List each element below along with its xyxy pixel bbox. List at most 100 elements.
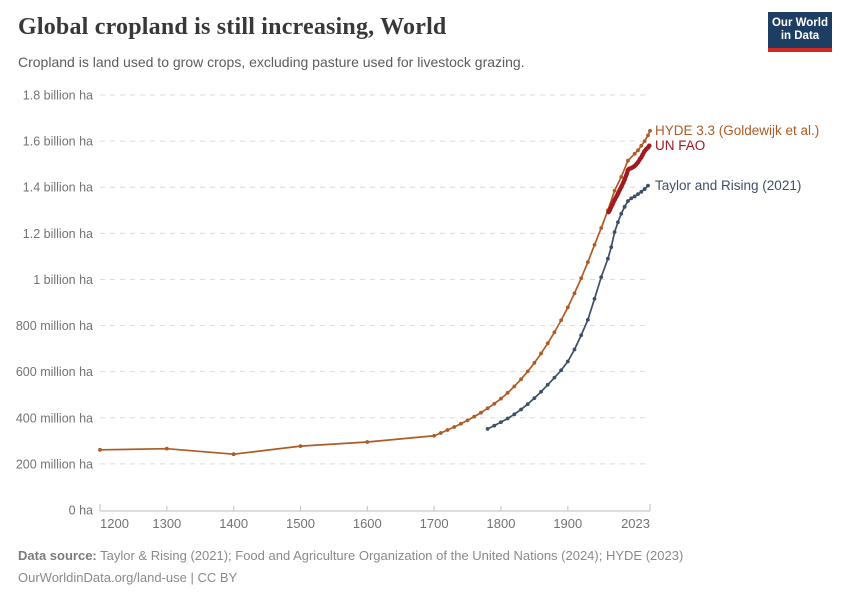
data-point-marker[interactable]: [605, 256, 610, 261]
owid-url-link[interactable]: OurWorldinData.org/land-use: [18, 570, 187, 586]
data-point-marker[interactable]: [519, 407, 523, 412]
data-point-marker[interactable]: [365, 440, 370, 444]
data-point-marker[interactable]: [552, 330, 557, 335]
data-point-marker[interactable]: [579, 333, 584, 338]
data-point-marker[interactable]: [619, 174, 624, 179]
data-point-marker[interactable]: [646, 133, 650, 138]
data-point-marker[interactable]: [622, 204, 627, 209]
data-point-marker[interactable]: [619, 184, 624, 190]
data-point-marker[interactable]: [479, 410, 483, 415]
data-point-marker[interactable]: [565, 359, 570, 364]
data-point-marker[interactable]: [642, 187, 647, 191]
x-axis-tick-label: 1200: [100, 516, 129, 531]
data-point-marker[interactable]: [539, 351, 543, 356]
data-point-marker[interactable]: [505, 390, 510, 395]
data-point-marker[interactable]: [585, 260, 590, 265]
data-point-marker[interactable]: [639, 189, 644, 194]
data-point-marker[interactable]: [505, 416, 510, 421]
data-point-marker[interactable]: [612, 197, 617, 203]
data-point-marker[interactable]: [432, 433, 437, 438]
data-point-marker[interactable]: [485, 406, 490, 411]
data-point-marker[interactable]: [609, 245, 614, 250]
data-point-marker[interactable]: [438, 431, 443, 435]
data-point-marker[interactable]: [164, 446, 169, 451]
data-point-marker[interactable]: [545, 382, 550, 387]
data-point-marker[interactable]: [492, 401, 497, 406]
x-axis-tick-label: 1900: [553, 516, 582, 531]
data-point-marker[interactable]: [635, 160, 641, 165]
data-point-marker[interactable]: [559, 368, 564, 373]
data-point-marker[interactable]: [624, 172, 629, 177]
x-axis-tick-label: 1400: [219, 516, 248, 531]
data-point-marker[interactable]: [647, 143, 652, 148]
data-point-marker[interactable]: [472, 414, 477, 419]
data-point-marker[interactable]: [639, 143, 644, 148]
data-point-marker[interactable]: [585, 317, 590, 322]
data-point-marker[interactable]: [612, 230, 617, 235]
y-axis-tick-label: 800 million ha: [16, 319, 93, 333]
data-point-marker[interactable]: [465, 418, 470, 423]
data-point-marker[interactable]: [636, 148, 640, 153]
y-axis-tick-label: 1.4 billion ha: [23, 181, 93, 195]
data-point-marker[interactable]: [519, 377, 523, 382]
data-point-marker[interactable]: [525, 369, 530, 374]
data-point-marker[interactable]: [626, 199, 630, 203]
data-point-marker[interactable]: [648, 128, 652, 133]
data-point-marker[interactable]: [622, 177, 627, 182]
data-point-marker[interactable]: [640, 152, 645, 157]
data-point-marker[interactable]: [629, 196, 634, 201]
series-label-taylor-rising[interactable]: Taylor and Rising (2021): [655, 177, 802, 193]
data-point-marker[interactable]: [579, 276, 584, 281]
data-point-marker[interactable]: [616, 220, 620, 225]
data-point-marker[interactable]: [445, 428, 450, 432]
data-point-marker[interactable]: [592, 242, 597, 247]
data-point-marker[interactable]: [626, 158, 630, 163]
data-point-marker[interactable]: [298, 444, 303, 449]
data-point-marker[interactable]: [572, 291, 577, 296]
x-axis-tick-label: 1500: [286, 516, 315, 531]
data-point-marker[interactable]: [98, 447, 102, 452]
data-point-marker[interactable]: [619, 211, 624, 216]
data-point-marker[interactable]: [565, 305, 570, 310]
data-point-marker[interactable]: [612, 188, 617, 193]
y-axis-tick-label: 1.2 billion ha: [23, 227, 93, 241]
data-point-marker[interactable]: [452, 425, 457, 429]
data-point-marker[interactable]: [532, 361, 537, 365]
data-point-marker[interactable]: [599, 275, 604, 280]
data-point-marker[interactable]: [525, 402, 530, 407]
data-point-marker[interactable]: [231, 452, 236, 457]
license-line: OurWorldinData.org/land-use | CC BY: [18, 567, 683, 589]
data-point-marker[interactable]: [552, 375, 557, 380]
data-point-marker[interactable]: [499, 396, 503, 401]
data-point-marker[interactable]: [512, 384, 517, 389]
chart-subtitle: Cropland is land used to grow crops, exc…: [18, 54, 525, 70]
data-point-marker[interactable]: [545, 341, 550, 346]
data-point-marker[interactable]: [646, 183, 650, 188]
data-point-marker[interactable]: [592, 296, 597, 301]
data-point-marker[interactable]: [610, 202, 615, 207]
data-point-marker[interactable]: [532, 396, 537, 401]
series-line[interactable]: [99, 129, 651, 456]
data-point-marker[interactable]: [632, 194, 637, 199]
data-point-marker[interactable]: [636, 192, 640, 197]
data-point-marker[interactable]: [485, 426, 490, 431]
data-point-marker[interactable]: [499, 420, 503, 425]
data-source-line: Data source: Taylor & Rising (2021); Foo…: [18, 545, 683, 567]
license-label: CC BY: [197, 570, 238, 586]
data-point-marker[interactable]: [615, 191, 621, 196]
owid-logo[interactable]: Our World in Data: [768, 12, 832, 52]
data-point-marker[interactable]: [539, 389, 543, 394]
series-label-hyde[interactable]: HYDE 3.3 (Goldewijk et al.): [655, 122, 820, 138]
data-point-marker[interactable]: [572, 347, 577, 352]
data-point-marker[interactable]: [642, 139, 647, 144]
data-point-marker[interactable]: [492, 423, 497, 428]
series-label-un-fao[interactable]: UN FAO: [655, 137, 706, 153]
data-point-marker[interactable]: [512, 412, 517, 417]
data-point-marker[interactable]: [458, 421, 463, 426]
data-point-marker[interactable]: [559, 318, 564, 323]
data-point-marker[interactable]: [632, 151, 637, 156]
data-point-marker[interactable]: [599, 226, 604, 230]
y-axis-tick-label: 600 million ha: [16, 365, 93, 379]
